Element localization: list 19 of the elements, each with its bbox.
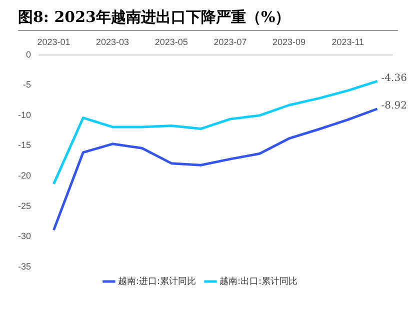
y-tick-label: -15 xyxy=(18,140,32,150)
data-label: -8.92 xyxy=(381,100,407,112)
y-tick-label: -20 xyxy=(18,170,32,181)
x-tick-label: 2023-05 xyxy=(154,36,188,47)
x-tick-label: 2023-01 xyxy=(37,36,70,47)
chart-title: 图8: 2023年越南进出口下降严重（%） xyxy=(18,8,398,31)
legend-label: 越南:出口:累计同比 xyxy=(220,276,298,287)
y-tick-label: -35 xyxy=(18,261,32,272)
legend-label: 越南:进口:累计同比 xyxy=(118,276,196,287)
data-label: -4.36 xyxy=(381,72,407,84)
x-tick-label: 2023-11 xyxy=(332,36,364,47)
y-tick-label: -10 xyxy=(18,110,32,120)
y-tick-label: -5 xyxy=(22,80,32,90)
y-tick-label: -25 xyxy=(18,200,32,211)
x-tick-label: 2023-03 xyxy=(96,36,130,47)
y-tick-label: -30 xyxy=(18,231,32,242)
x-tick-label: 2023-07 xyxy=(214,36,247,47)
y-tick-label: 0 xyxy=(26,49,32,60)
x-tick-label: 2023-09 xyxy=(272,36,306,47)
